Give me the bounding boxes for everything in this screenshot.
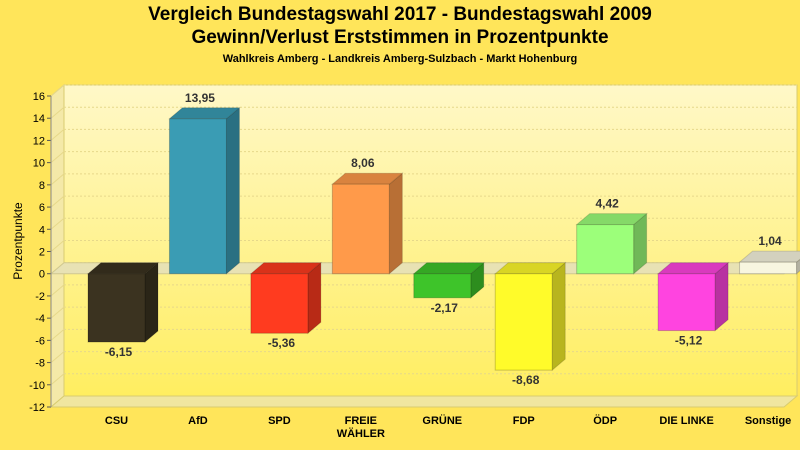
bar-top (330, 172, 404, 185)
bar-side (551, 261, 566, 372)
y-tick-label: -10 (29, 380, 45, 392)
bar-group: 1,04 (738, 234, 800, 275)
bar-group: 13,95 (168, 91, 241, 275)
chart-subtitle: Gewinn/Verlust Erststimmen in Prozentpun… (191, 27, 609, 48)
bar-side (388, 172, 403, 275)
bar (87, 273, 146, 343)
bar-side (714, 261, 729, 332)
bar-group: -5,12 (656, 261, 730, 348)
bar-top (412, 262, 486, 275)
bar-top (168, 107, 241, 120)
y-tick-label: 10 (33, 158, 45, 170)
y-tick-label: 14 (33, 113, 45, 125)
y-tick-label: -8 (35, 358, 45, 370)
y-tick-label: 2 (39, 247, 45, 259)
x-tick-label: FREIE (345, 415, 377, 427)
bar (739, 261, 798, 275)
y-tick-label: -6 (35, 335, 45, 347)
bar-group: 4,42 (575, 197, 649, 275)
grid-lines (50, 84, 797, 386)
x-tick-label: CSU (105, 415, 128, 427)
y-tick-label: 6 (39, 202, 45, 214)
data-label: -6,15 (105, 345, 133, 359)
data-label: -5,36 (268, 336, 296, 350)
bars: -6,15 13,95 -5,36 8,06 -2,17 -8,68 4,42 -5,12 1,… (86, 91, 800, 387)
grid-line-side (50, 373, 65, 386)
y-tick-label: -4 (35, 313, 45, 325)
grid-line-side (50, 284, 65, 297)
bar (168, 118, 227, 275)
data-label: 8,06 (351, 156, 375, 170)
grid-line-side (50, 106, 65, 119)
bar-group: -2,17 (412, 261, 486, 315)
bar-top (249, 262, 323, 275)
bar (576, 224, 635, 275)
grid-line-side (50, 351, 65, 363)
y-tick-label: -2 (35, 291, 45, 303)
chart-caption: Wahlkreis Amberg - Landkreis Amberg-Sulz… (222, 53, 578, 65)
grid-line-side (50, 173, 65, 186)
grid-line-side (50, 129, 65, 141)
grid-line-side (50, 328, 65, 341)
x-tick-label: AfD (188, 415, 208, 427)
plot-area (49, 83, 799, 409)
y-tick-label: 16 (33, 91, 45, 103)
y-tick-label: 8 (39, 180, 45, 192)
grid-line-side (50, 84, 65, 97)
y-axis-label: Prozentpunkte (11, 202, 25, 280)
y-tick-label: 12 (33, 135, 45, 147)
bar-top (575, 213, 649, 226)
x-tick-label: SPD (268, 415, 291, 427)
data-label: 4,42 (595, 197, 619, 211)
bar (494, 273, 553, 371)
data-label: -2,17 (431, 301, 459, 315)
bar-side (307, 261, 322, 335)
grid-line-side (50, 306, 65, 319)
y-tick-label: 0 (39, 269, 45, 281)
bar-top (86, 262, 160, 275)
grid-line-side (50, 151, 65, 164)
bar-group: -5,36 (249, 261, 323, 350)
bar (657, 273, 716, 332)
data-label: -5,12 (675, 334, 703, 348)
data-label: 13,95 (185, 91, 215, 105)
grid-line-side (50, 195, 65, 208)
x-tick-label: Sonstige (745, 415, 791, 427)
bar-top (656, 262, 730, 275)
bar (413, 273, 472, 299)
floor (49, 395, 799, 408)
x-tick-label: DIE LINKE (659, 415, 713, 427)
bar-side (144, 261, 159, 344)
chart-title: Vergleich Bundestagswahl 2017 - Bundesta… (148, 4, 652, 25)
bar-group: -8,68 (493, 261, 567, 387)
grid-line-side (50, 240, 65, 252)
data-label: 1,04 (758, 234, 782, 248)
bar (331, 183, 390, 275)
x-tick-label: WÄHLER (337, 427, 385, 440)
data-label: -8,68 (512, 373, 540, 387)
x-tick-label: ÖDP (593, 414, 617, 427)
bar-side (225, 106, 240, 275)
y-tick-label: 4 (39, 224, 45, 236)
bar-top (493, 262, 567, 275)
y-ticks: 16 14 12 10 8 6 4 2 0 -2 -4 -6 -8 -10 -12 (29, 91, 52, 414)
grid-line-side (50, 217, 65, 230)
x-tick-label: FDP (513, 415, 535, 427)
bar-group: 8,06 (330, 156, 404, 275)
x-tick-label: GRÜNE (422, 414, 462, 427)
bar (250, 273, 309, 334)
bar-group: -6,15 (86, 261, 160, 359)
y-tick-label: -12 (29, 402, 45, 414)
